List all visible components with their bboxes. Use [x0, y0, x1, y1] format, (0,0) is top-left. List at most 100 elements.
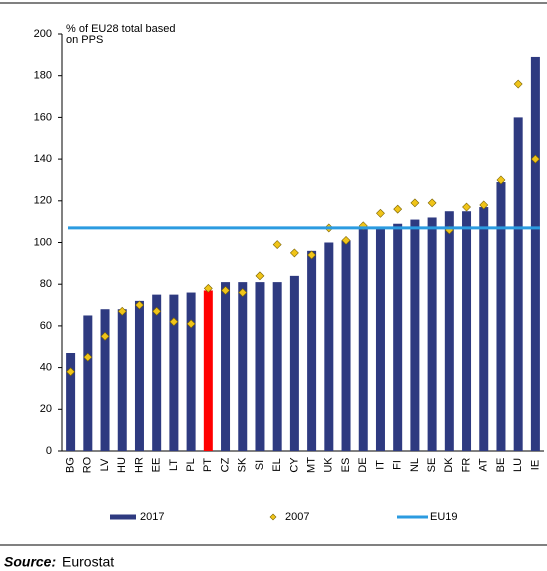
- bar: [444, 211, 454, 451]
- diamond-marker: [238, 288, 248, 297]
- y-tick-label: 40: [40, 362, 52, 374]
- x-tick-label: IT: [374, 460, 386, 470]
- bar: [358, 227, 368, 451]
- x-tick-label: HR: [133, 457, 145, 473]
- x-tick-label: PL: [185, 458, 197, 471]
- x-tick-label: NL: [409, 458, 421, 472]
- bar: [462, 211, 472, 451]
- x-tick-label: IE: [529, 460, 541, 470]
- diamond-marker: [496, 175, 506, 185]
- y-tick-label: 0: [46, 445, 52, 457]
- bar: [117, 309, 127, 451]
- diamond-marker: [135, 300, 144, 310]
- diamond-marker: [117, 306, 127, 316]
- x-tick-label: AT: [478, 458, 490, 472]
- y-axis-label: on PPS: [66, 34, 103, 46]
- y-tick-label: 80: [40, 278, 52, 290]
- x-tick-label: LU: [512, 458, 524, 472]
- source-label: Source:: [4, 554, 56, 570]
- bar: [100, 309, 110, 451]
- legend-label: 2017: [140, 511, 164, 523]
- bar: [513, 117, 523, 452]
- bar: [289, 275, 299, 451]
- x-tick-label: LT: [168, 459, 180, 471]
- bar: [221, 282, 231, 451]
- diamond-marker: [427, 198, 437, 208]
- diamond-marker: [462, 202, 471, 212]
- diamond-marker: [530, 154, 540, 164]
- diamond-marker: [479, 200, 489, 210]
- x-tick-label: DE: [357, 457, 369, 472]
- bar: [203, 290, 213, 451]
- bar: [83, 315, 93, 451]
- x-tick-label: HU: [116, 457, 128, 473]
- y-tick-label: 180: [34, 70, 52, 82]
- diamond-marker: [255, 271, 265, 281]
- y-axis-label: % of EU28 total based: [66, 23, 175, 35]
- x-tick-label: FI: [392, 460, 404, 470]
- diamond-marker: [186, 319, 196, 329]
- diamond-marker: [393, 204, 403, 214]
- x-tick-label: EE: [151, 458, 163, 473]
- y-tick-label: 100: [34, 236, 52, 248]
- source-text: Eurostat: [62, 554, 114, 570]
- bar: [255, 282, 265, 451]
- bar: [479, 207, 489, 451]
- x-tick-label: EL: [271, 458, 283, 471]
- x-tick-label: LV: [99, 458, 111, 471]
- bar: [186, 292, 196, 451]
- bar: [341, 240, 351, 451]
- y-tick-label: 20: [40, 403, 52, 415]
- bar: [530, 56, 540, 452]
- diamond-marker: [66, 367, 76, 377]
- x-tick-label: DK: [443, 457, 455, 473]
- diamond-marker: [307, 250, 317, 260]
- x-tick-label: SK: [237, 457, 249, 472]
- y-tick-label: 140: [34, 153, 52, 165]
- bar: [169, 294, 179, 451]
- legend-swatch: [110, 514, 136, 520]
- y-tick-label: 160: [34, 111, 52, 123]
- y-tick-label: 120: [34, 195, 52, 207]
- x-tick-label: SI: [254, 460, 266, 470]
- x-tick-label: PT: [202, 458, 214, 472]
- y-tick-label: 60: [40, 320, 52, 332]
- bar: [272, 282, 282, 451]
- x-tick-label: UK: [323, 457, 335, 473]
- x-tick-label: BG: [65, 457, 77, 473]
- diamond-marker: [513, 79, 523, 89]
- legend-label: EU19: [430, 511, 458, 523]
- diamond-marker: [100, 331, 110, 341]
- diamond-marker: [169, 317, 179, 327]
- x-tick-label: BE: [495, 458, 507, 473]
- bar: [66, 353, 76, 451]
- legend-label: 2007: [285, 511, 309, 523]
- bar: [496, 182, 506, 451]
- bar: [152, 294, 162, 451]
- diamond-marker: [83, 352, 93, 362]
- diamond-marker: [221, 286, 230, 295]
- diamond-marker: [272, 240, 282, 250]
- bar: [134, 300, 144, 451]
- bar: [393, 223, 403, 451]
- bar: [375, 227, 385, 451]
- x-tick-label: RO: [82, 456, 94, 473]
- diamond-marker: [376, 208, 385, 218]
- x-tick-label: SE: [426, 458, 438, 473]
- bar: [427, 217, 437, 451]
- diamond-marker: [289, 248, 299, 258]
- bar: [238, 282, 248, 451]
- y-tick-label: 200: [34, 28, 52, 40]
- x-tick-label: MT: [306, 457, 318, 473]
- legend-swatch: [269, 513, 277, 521]
- bar: [307, 250, 317, 451]
- x-tick-label: CY: [288, 457, 300, 473]
- x-tick-label: ES: [340, 458, 352, 473]
- bar: [324, 242, 334, 451]
- x-tick-label: FR: [460, 458, 472, 473]
- diamond-marker: [410, 198, 420, 208]
- x-tick-label: CZ: [219, 457, 231, 472]
- diamond-marker: [203, 283, 213, 293]
- bar: [410, 219, 420, 451]
